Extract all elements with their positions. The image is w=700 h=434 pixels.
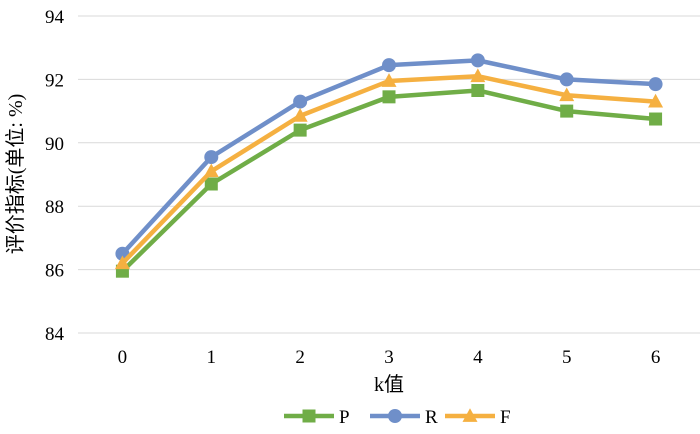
x-tick-label: 0 (118, 347, 128, 368)
y-tick-label: 94 (45, 7, 65, 28)
x-tick-labels: 0 1 2 3 4 5 6 (118, 347, 661, 368)
data-point-F (292, 108, 308, 122)
data-point-P (382, 90, 396, 104)
legend-label-P: P (339, 407, 350, 428)
y-tick-labels: 84 86 88 90 92 94 (45, 7, 65, 345)
data-point-F (470, 68, 486, 83)
x-tick-label: 2 (295, 347, 305, 368)
series-F (114, 68, 664, 270)
x-tick-label: 4 (473, 347, 483, 368)
data-point-R (204, 150, 219, 165)
y-tick-label: 84 (45, 324, 65, 345)
data-point-R (470, 53, 485, 68)
data-point-P (204, 177, 218, 191)
data-point-F (114, 255, 130, 270)
data-point-R (559, 72, 574, 87)
y-axis-title: 评价指标(单位: %) (4, 94, 27, 255)
legend-label-R: R (425, 407, 438, 428)
x-tick-label: 5 (562, 347, 572, 368)
legend-label-F: F (500, 407, 511, 428)
y-tick-label: 90 (45, 134, 64, 155)
data-point-R (293, 94, 308, 109)
data-point-R (382, 58, 396, 73)
data-point-F (381, 73, 397, 87)
data-point-P (293, 123, 307, 137)
y-tick-label: 88 (45, 197, 64, 218)
series-P (115, 83, 663, 278)
x-tick-label: 3 (384, 347, 394, 368)
legend-marker-R (388, 409, 402, 423)
x-axis-title: k值 (374, 373, 404, 396)
data-point-F (648, 93, 664, 108)
series-group (114, 53, 664, 278)
x-tick-label: 1 (207, 347, 217, 368)
data-point-R (648, 77, 663, 92)
data-point-F (203, 163, 219, 178)
data-point-F (559, 87, 575, 102)
data-point-P (560, 104, 574, 118)
series-line-R (120, 58, 656, 256)
legend-marker-P (302, 409, 316, 423)
legend-marker-F (462, 408, 478, 422)
y-tick-label: 86 (45, 261, 64, 282)
y-tick-label: 92 (45, 70, 64, 91)
x-tick-label: 6 (651, 347, 661, 368)
data-point-P (649, 112, 663, 126)
data-point-P (471, 83, 485, 97)
